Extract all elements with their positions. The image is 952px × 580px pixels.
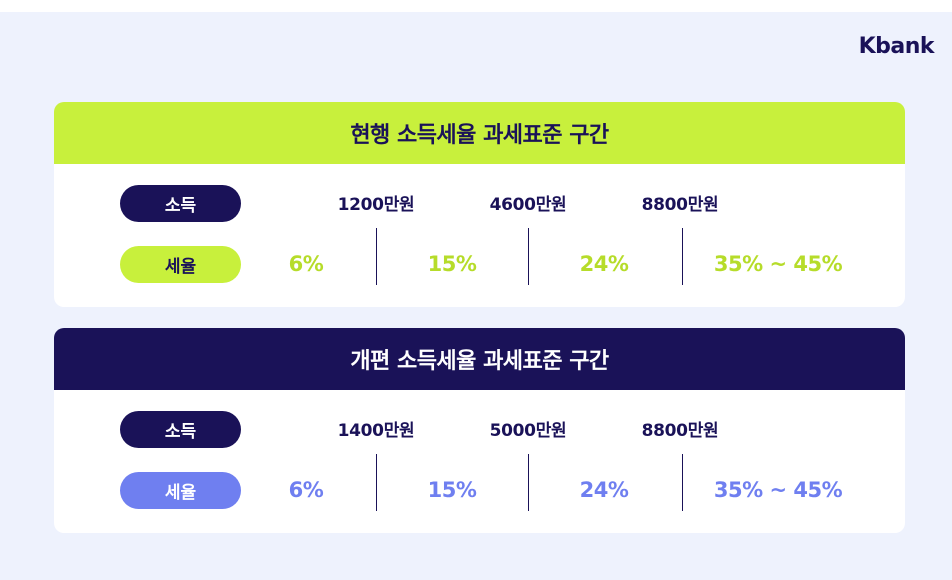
tax-rate-1: 6% bbox=[288, 478, 324, 502]
bracket-divider bbox=[376, 454, 377, 511]
current-bracket-body: 소득 세율 1200만원 4600만원 8800만원 6% 15% 24% 35… bbox=[54, 164, 905, 307]
income-threshold-3: 8800만원 bbox=[641, 195, 719, 215]
tax-rate-2: 15% bbox=[427, 478, 477, 502]
current-bracket-section: 현행 소득세율 과세표준 구간 소득 세율 1200만원 4600만원 8800… bbox=[54, 102, 905, 307]
bracket-divider bbox=[682, 454, 683, 511]
tax-rate-3: 24% bbox=[579, 252, 629, 276]
bracket-divider bbox=[376, 228, 377, 285]
infographic-canvas: Kbank 현행 소득세율 과세표준 구간 소득 세율 1200만원 4600만… bbox=[0, 12, 952, 580]
tax-rate-3: 24% bbox=[579, 478, 629, 502]
tax-rate-4: 35% ~ 45% bbox=[713, 478, 843, 502]
revised-bracket-title: 개편 소득세율 과세표준 구간 bbox=[54, 328, 905, 390]
tax-rate-4: 35% ~ 45% bbox=[713, 252, 843, 276]
tax-rate-label-pill: 세율 bbox=[120, 472, 241, 509]
income-threshold-2: 4600만원 bbox=[489, 195, 567, 215]
revised-bracket-section: 개편 소득세율 과세표준 구간 소득 세율 1400만원 5000만원 8800… bbox=[54, 328, 905, 533]
tax-rate-label-pill: 세율 bbox=[120, 246, 241, 283]
current-bracket-title: 현행 소득세율 과세표준 구간 bbox=[54, 102, 905, 164]
income-threshold-3: 8800만원 bbox=[641, 421, 719, 441]
bracket-divider bbox=[528, 228, 529, 285]
tax-rate-1: 6% bbox=[288, 252, 324, 276]
kbank-logo: Kbank bbox=[858, 34, 935, 59]
income-threshold-1: 1200만원 bbox=[337, 195, 415, 215]
bracket-divider bbox=[528, 454, 529, 511]
income-label-pill: 소득 bbox=[120, 411, 241, 448]
bracket-divider bbox=[682, 228, 683, 285]
income-threshold-2: 5000만원 bbox=[489, 421, 567, 441]
income-label-pill: 소득 bbox=[120, 185, 241, 222]
tax-rate-2: 15% bbox=[427, 252, 477, 276]
revised-bracket-body: 소득 세율 1400만원 5000만원 8800만원 6% 15% 24% 35… bbox=[54, 390, 905, 533]
income-threshold-1: 1400만원 bbox=[337, 421, 415, 441]
